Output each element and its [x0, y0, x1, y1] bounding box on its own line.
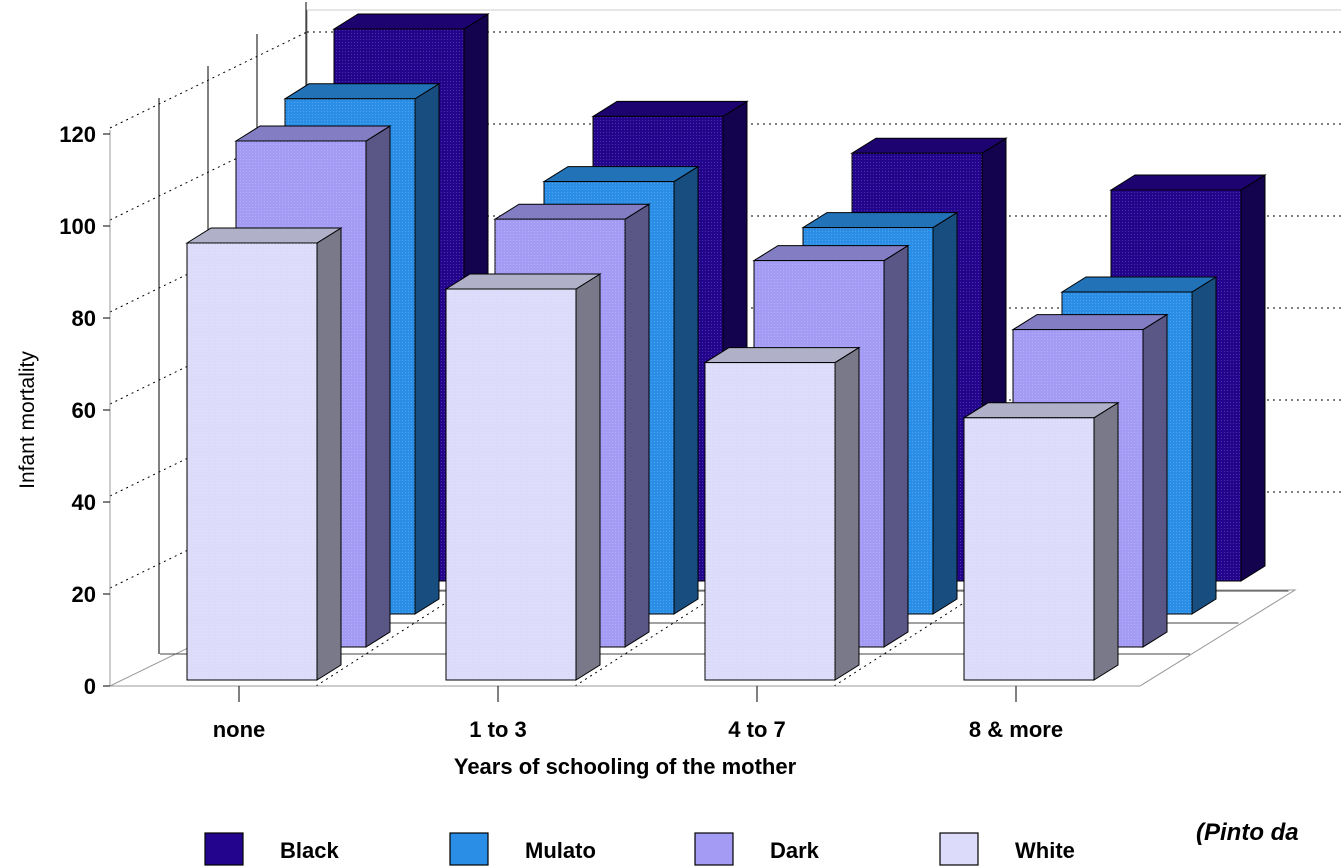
bar-texture	[964, 417, 1094, 680]
bar-side	[365, 125, 391, 648]
bar-texture	[705, 362, 835, 680]
x-tick-label: 8 & more	[969, 717, 1063, 742]
x-tick-labels: none 1 to 3 4 to 7 8 & more	[213, 717, 1063, 742]
bar-side	[414, 82, 440, 615]
bar-top	[542, 166, 700, 183]
bar-white-3	[962, 401, 1120, 681]
bar-white-2	[703, 346, 861, 681]
legend-label: Black	[280, 838, 339, 863]
x-axis-label: Years of schooling of the mother	[454, 754, 797, 779]
bar-top	[185, 227, 343, 244]
y-tick-label: 100	[59, 214, 96, 239]
bar-top	[591, 100, 749, 117]
bar-side	[834, 346, 860, 681]
y-tick-label: 80	[72, 306, 96, 331]
bar-white-1	[444, 273, 602, 681]
y-tick-label: 20	[72, 582, 96, 607]
x-tick-label: 4 to 7	[728, 717, 785, 742]
legend-swatch	[204, 832, 244, 866]
y-tick-label: 40	[72, 490, 96, 515]
x-tick-label: 1 to 3	[469, 717, 526, 742]
bar-top	[234, 125, 392, 142]
bar-side	[624, 203, 650, 648]
bar-top	[444, 273, 602, 290]
bar-top	[1060, 276, 1218, 293]
source-note: (Pinto da	[1196, 819, 1299, 846]
grid-line-left	[109, 123, 308, 221]
legend-label: White	[1015, 838, 1075, 863]
legend-item-white: White	[939, 832, 1075, 866]
bar-side	[673, 165, 699, 615]
y-tick-label: 120	[59, 122, 96, 147]
x-tick-label: none	[213, 717, 266, 742]
bar-top	[493, 203, 651, 220]
bar-side	[316, 227, 342, 681]
bar-side	[1191, 276, 1217, 615]
legend-item-black: Black	[204, 832, 339, 866]
bar-side	[1142, 313, 1168, 648]
legend-item-mulato: Mulato	[449, 832, 596, 866]
bar-side	[575, 273, 601, 681]
bar-side	[932, 211, 958, 615]
bar-side	[1093, 401, 1119, 681]
legend-swatch	[939, 832, 979, 866]
legend-item-dark: Dark	[694, 832, 820, 866]
bar-texture	[446, 289, 576, 680]
bar-side	[883, 244, 909, 648]
bar-top	[283, 83, 441, 100]
bar-top	[703, 347, 861, 364]
legend-label: Mulato	[525, 838, 596, 863]
bar-top	[332, 13, 490, 30]
bar-white-0	[185, 227, 343, 681]
y-tick-labels: 0 20 40 60 80 100 120	[59, 122, 96, 699]
y-axis-label: Infant mortality	[16, 351, 39, 489]
bar-texture	[187, 243, 317, 680]
y-tick-label: 60	[72, 398, 96, 423]
grid-line-left	[109, 31, 308, 129]
bar-top	[801, 212, 959, 229]
legend-swatch	[449, 832, 489, 866]
bar-top	[1109, 174, 1267, 191]
bar-top	[752, 245, 910, 262]
bar-side	[1240, 174, 1266, 582]
legend-label: Dark	[770, 838, 820, 863]
legend: Black Mulato Dark White	[204, 832, 1075, 866]
y-tick-label: 0	[84, 674, 96, 699]
legend-swatch	[694, 832, 734, 866]
chart-bars	[185, 13, 1267, 681]
chart-axes	[103, 130, 1140, 702]
bar-top	[1011, 314, 1169, 331]
bar-top	[962, 402, 1120, 419]
bar-top	[850, 137, 1008, 154]
